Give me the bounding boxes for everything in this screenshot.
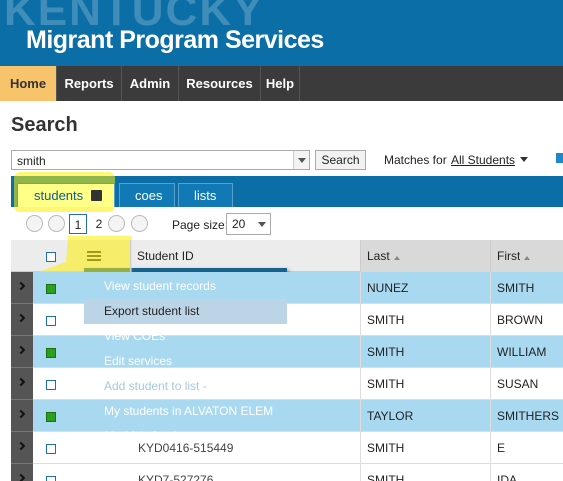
row-checkbox[interactable] bbox=[46, 380, 56, 390]
table-row bbox=[11, 464, 563, 481]
pager-button[interactable] bbox=[131, 215, 148, 232]
row-checkbox[interactable] bbox=[46, 476, 56, 481]
first-name: SUSAN bbox=[490, 368, 538, 400]
app-title: Migrant Program Services bbox=[26, 26, 324, 54]
last-name: SMITH bbox=[360, 464, 404, 481]
first-name: WILLIAM bbox=[490, 336, 546, 368]
page-size-label: Page size: bbox=[172, 218, 229, 232]
nav-tab[interactable]: Resources bbox=[179, 66, 261, 101]
tab[interactable]: lists bbox=[178, 183, 233, 207]
page-number[interactable]: 1 bbox=[69, 214, 87, 234]
row-checkbox[interactable] bbox=[46, 284, 56, 294]
pager-button[interactable] bbox=[108, 215, 125, 232]
sort-arrow bbox=[394, 253, 400, 260]
table-row bbox=[11, 368, 563, 400]
table-row bbox=[11, 272, 563, 304]
toggle[interactable] bbox=[556, 153, 563, 163]
nav-tab[interactable]: Reports bbox=[57, 66, 122, 101]
row-expander[interactable] bbox=[11, 400, 33, 432]
scope-arrow bbox=[520, 157, 528, 166]
page-size-arrow bbox=[258, 222, 266, 231]
nav-tab[interactable]: Help bbox=[261, 66, 300, 101]
nav-bar bbox=[0, 66, 563, 101]
last-name: SMITH bbox=[360, 304, 404, 336]
page-heading: Search bbox=[11, 114, 78, 136]
first-name: E bbox=[490, 432, 505, 464]
menu-item[interactable]: Edit services bbox=[104, 354, 173, 368]
last-name: SMITH bbox=[360, 336, 404, 368]
nav-tab[interactable]: Admin bbox=[122, 66, 179, 101]
menu-item[interactable]: View student records bbox=[104, 279, 216, 293]
page-number[interactable]: 2 bbox=[95, 217, 103, 231]
student-id: KYD0416-515449 bbox=[138, 441, 234, 455]
row-expander[interactable] bbox=[11, 336, 33, 368]
first-name: IDA bbox=[490, 464, 517, 481]
table-row bbox=[11, 336, 563, 368]
sort-arrow bbox=[524, 253, 530, 260]
column-header: Last bbox=[360, 240, 390, 272]
header: KENTUCKY Migrant Program Services bbox=[0, 0, 563, 66]
row-expander[interactable] bbox=[11, 464, 33, 481]
row-expander[interactable] bbox=[11, 432, 33, 464]
matches-label: Matches for bbox=[384, 153, 447, 167]
page-size[interactable]: 20 bbox=[226, 213, 271, 235]
row-checkbox[interactable] bbox=[46, 316, 56, 326]
menu-item[interactable]: My 10th Graders bbox=[104, 429, 194, 443]
menu-item: Add student to list - bbox=[104, 379, 207, 393]
matches-scope[interactable]: All Students bbox=[451, 153, 516, 167]
row-checkbox[interactable] bbox=[46, 412, 56, 422]
row-checkbox[interactable] bbox=[46, 348, 56, 358]
last-name: SMITH bbox=[360, 432, 404, 464]
nav-tab[interactable]: Home bbox=[0, 66, 57, 101]
last-name: TAYLOR bbox=[360, 400, 413, 432]
row-expander[interactable] bbox=[11, 304, 33, 336]
tab[interactable]: coes bbox=[119, 183, 175, 207]
table-row bbox=[11, 432, 563, 464]
search-dropdown[interactable] bbox=[293, 151, 309, 169]
row-checkbox[interactable] bbox=[46, 444, 56, 454]
select-all[interactable] bbox=[46, 252, 56, 262]
last-name: SMITH bbox=[360, 368, 404, 400]
first-name: SMITHERS bbox=[490, 400, 559, 432]
table-row bbox=[11, 400, 563, 432]
pager-button[interactable] bbox=[26, 215, 43, 232]
menu-item[interactable]: View COEs bbox=[104, 329, 166, 343]
menu-item[interactable]: Export student list bbox=[84, 299, 287, 324]
watermark: KENTUCKY bbox=[4, 0, 265, 35]
first-name: BROWN bbox=[490, 304, 543, 336]
pager-button[interactable] bbox=[48, 215, 65, 232]
first-name: SMITH bbox=[490, 272, 534, 304]
search-input[interactable]: smith bbox=[11, 150, 310, 170]
column-header: Student ID bbox=[130, 240, 194, 272]
download-icon[interactable] bbox=[91, 190, 102, 201]
row-expander[interactable] bbox=[11, 272, 33, 304]
row-expander[interactable] bbox=[11, 368, 33, 400]
student-id: KYD7-527276 bbox=[138, 473, 214, 481]
menu-item[interactable]: My students in ALVATON ELEM bbox=[104, 404, 274, 418]
column-header: First bbox=[490, 240, 520, 272]
last-name: NUNEZ bbox=[360, 272, 408, 304]
search-button[interactable]: Search bbox=[315, 150, 366, 170]
